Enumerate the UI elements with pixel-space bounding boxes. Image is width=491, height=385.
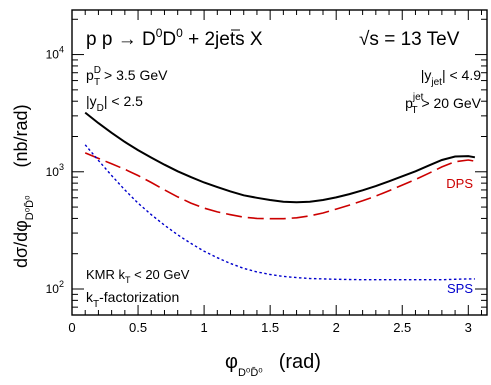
series-line-dps xyxy=(84,152,476,220)
annotation-yD: |yD| < 2.5 xyxy=(86,93,143,114)
chart-energy: √s = 13 TeV xyxy=(359,29,460,50)
series-line-sps xyxy=(84,144,475,281)
y-tick-label: 104 xyxy=(46,45,64,62)
series-curves xyxy=(84,111,476,281)
annotation-yjet: |yjet| < 4.9 xyxy=(421,67,481,88)
x-tick-label: 3 xyxy=(465,320,472,335)
series-label-dps: DPS xyxy=(446,176,473,191)
annotation-kt: kT-factorization xyxy=(86,289,179,310)
y-tick-label: 102 xyxy=(46,279,64,296)
x-tick-labels: 0 0.5 1 1.5 2 2.5 3 xyxy=(68,320,472,335)
x-tick-label: 1 xyxy=(200,320,207,335)
y-axis-label: dσ/dφD⁰D̄⁰(nb/rad) xyxy=(11,104,36,268)
x-tick-label: 1.5 xyxy=(261,320,279,335)
x-tick-label: 0 xyxy=(68,320,75,335)
x-tick-label: 0.5 xyxy=(129,320,147,335)
series-line-total xyxy=(84,111,476,204)
tick-marks xyxy=(71,10,487,316)
x-tick-label: 2.5 xyxy=(393,320,411,335)
annotation-ptjet: pjet T > 20 GeV xyxy=(405,92,482,116)
chart-title: p p → D0D0 + 2jets X xyxy=(86,26,263,50)
series-label-sps: SPS xyxy=(447,281,473,296)
annotation-ptD: pD T > 3.5 GeV xyxy=(86,65,168,88)
x-axis-label: φD⁰D̄⁰ (rad) xyxy=(225,351,321,379)
plot-frame xyxy=(71,9,488,316)
y-tick-labels: 102 103 104 xyxy=(46,45,64,296)
annotation-kmr: KMR kT < 20 GeV xyxy=(86,267,190,285)
y-tick-label: 103 xyxy=(46,162,64,179)
x-tick-label: 2 xyxy=(333,320,340,335)
